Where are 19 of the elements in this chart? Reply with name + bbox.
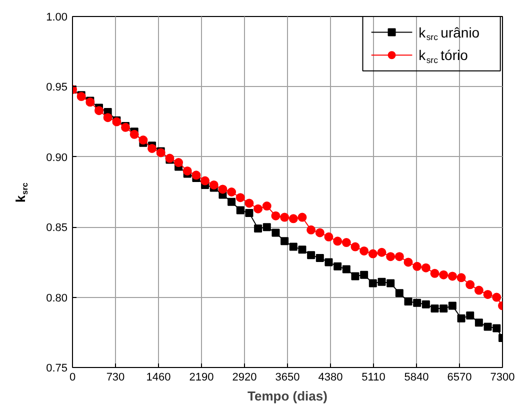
x-tick-label: 3650 <box>275 372 300 384</box>
y-tick-label: 0.85 <box>46 222 68 234</box>
y-tick-label: 0.75 <box>46 362 68 374</box>
x-tick-label: 5110 <box>362 372 386 384</box>
y-tick-label: 1.00 <box>46 12 68 24</box>
x-tick-label: 7300 <box>490 372 515 384</box>
x-axis-title: Tempo (dias) <box>248 388 328 404</box>
x-tick-label: 4380 <box>318 372 343 384</box>
x-tick-label: 0 <box>69 372 76 384</box>
y-axis-title: ksrc <box>12 182 30 203</box>
x-tick-label: 2190 <box>189 372 214 384</box>
y-tick-label: 0.90 <box>46 152 68 164</box>
y-tick-label: 0.80 <box>46 292 68 304</box>
x-tick-label: 1460 <box>146 372 171 384</box>
x-tick-label: 730 <box>106 372 125 384</box>
x-tick-label: 2920 <box>232 372 257 384</box>
x-tick-label: 5840 <box>404 372 429 384</box>
x-tick-label: 6570 <box>447 372 472 384</box>
y-tick-label: 0.95 <box>46 82 68 94</box>
